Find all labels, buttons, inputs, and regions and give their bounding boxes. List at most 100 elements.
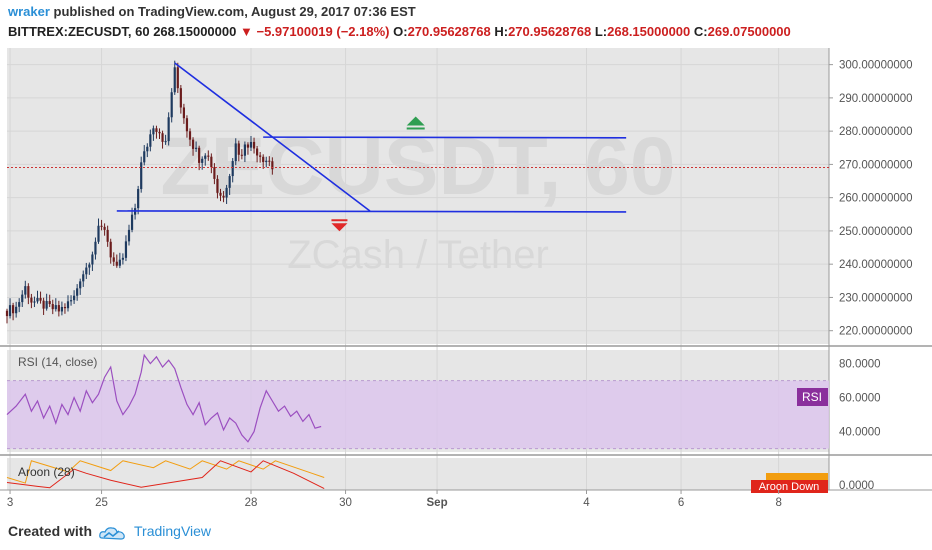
- candle-body: [179, 88, 182, 108]
- candle-body: [27, 286, 30, 298]
- published-text: published on TradingView.com, August 29,…: [53, 4, 416, 19]
- candle-body: [173, 67, 176, 93]
- candle-body: [97, 225, 100, 242]
- aroon-down-line: [6, 460, 325, 490]
- candle-body: [63, 306, 67, 309]
- candle-body: [121, 257, 124, 260]
- trendline: [263, 136, 627, 139]
- price-axis-label: 240.00000000: [839, 259, 913, 271]
- x-axis-label: 30: [339, 497, 352, 509]
- candle-body: [252, 141, 256, 149]
- candle-body: [140, 162, 143, 190]
- candle-body: [51, 304, 54, 310]
- tradingview-link[interactable]: TradingView: [134, 523, 212, 539]
- candle-body: [271, 161, 274, 170]
- candle-body: [246, 144, 250, 148]
- candle-body: [33, 301, 36, 303]
- chart-area[interactable]: ZECUSDT, 60 ZCash / Tether 220.00000000 230…: [0, 44, 932, 520]
- candle-body: [109, 241, 112, 258]
- candle-body: [36, 297, 39, 302]
- high-label: H:: [494, 24, 509, 39]
- candle-body: [225, 187, 228, 198]
- price-change: −5.97100019 (−2.18%): [256, 24, 390, 39]
- candle-body: [191, 139, 195, 149]
- candle-body: [262, 156, 265, 163]
- candle-body: [88, 264, 91, 268]
- price-pane-bg: [7, 48, 829, 344]
- candle-body: [48, 301, 51, 305]
- candle-body: [73, 295, 76, 301]
- candle-body: [106, 229, 109, 242]
- candle-body: [103, 226, 106, 230]
- watermark-symbol: ZECUSDT, 60: [161, 121, 676, 212]
- watermark-name: ZCash / Tether: [287, 233, 549, 277]
- candle-body: [152, 128, 155, 135]
- aroon-up-line: [6, 460, 325, 484]
- rsi-badge-bg: [797, 388, 828, 406]
- candle-body: [231, 161, 234, 177]
- candle-body: [185, 118, 189, 132]
- x-axis-label: Sep: [427, 497, 448, 509]
- candle-body: [240, 154, 243, 156]
- candle-body: [66, 301, 70, 309]
- author-link[interactable]: wraker: [8, 4, 50, 19]
- candle-body: [198, 147, 201, 163]
- candle-body: [30, 297, 33, 303]
- price-axis-label: 260.00000000: [839, 193, 913, 205]
- candle-body: [127, 229, 131, 242]
- candle-body: [164, 141, 167, 143]
- open-label: O:: [393, 24, 408, 39]
- candle-body: [249, 141, 253, 148]
- candle-body: [176, 67, 179, 89]
- price-axis-label: 250.00000000: [839, 226, 913, 238]
- candle-body: [60, 306, 63, 312]
- candle-body: [143, 151, 146, 163]
- candle-body: [115, 261, 118, 266]
- x-axis-label: 6: [678, 497, 684, 509]
- close-label: C:: [693, 24, 708, 39]
- candle-body: [57, 305, 60, 312]
- aroon-pane-bg: [7, 458, 829, 490]
- price-axis-label: 220.00000000: [839, 326, 913, 338]
- close-value: 269.07500000: [707, 24, 791, 39]
- down-arrow-icon: ▼: [239, 24, 253, 39]
- chart-svg[interactable]: ZECUSDT, 60 ZCash / Tether 220.00000000 230…: [0, 44, 932, 520]
- price-axis-label: 270.00000000: [839, 159, 913, 171]
- x-axis-label: 3: [7, 497, 13, 509]
- low-value: 268.15000000: [607, 24, 691, 39]
- created-with-label: Created with: [8, 523, 93, 539]
- candle-body: [137, 189, 140, 209]
- rsi-axis-label: 60.0000: [839, 393, 881, 405]
- candle-body: [170, 92, 173, 118]
- candle-body: [124, 241, 128, 258]
- aroon-down-badge-bg: [751, 480, 828, 493]
- candle-body: [100, 225, 103, 227]
- trendline: [116, 210, 627, 213]
- rsi-band: [7, 380, 829, 449]
- arrow-up-marker: [406, 116, 425, 130]
- symbol-line: BITTREX:ZECUSDT, 60 268.15000000 ▼ −5.97…: [8, 24, 791, 39]
- candle-body: [42, 300, 45, 309]
- symbol-label: BITTREX:ZECUSDT, 60: [8, 24, 150, 39]
- rsi-axis-label: 80.0000: [839, 359, 881, 371]
- x-axis-bg: [0, 490, 932, 520]
- publish-line: wraker published on TradingView.com, Aug…: [8, 4, 416, 19]
- candle-body: [237, 143, 240, 155]
- candle-body: [234, 143, 237, 162]
- candle-body: [259, 155, 262, 157]
- candle-body: [45, 301, 48, 309]
- candle-body: [265, 160, 268, 163]
- candle-body: [158, 131, 161, 134]
- candle-body: [204, 155, 207, 159]
- arrow-down-marker: [331, 219, 348, 232]
- chart-header: wraker published on TradingView.com, Aug…: [0, 0, 932, 44]
- candle-body: [268, 160, 271, 162]
- candle-body: [146, 146, 149, 152]
- candle-body: [195, 147, 198, 149]
- tradingview-cloud-icon: [99, 527, 125, 540]
- candle-body: [79, 281, 82, 289]
- candle-body: [222, 195, 225, 198]
- candle-body: [69, 300, 73, 302]
- aroon-axis-label: 0.0000: [839, 480, 874, 492]
- footer: Created with TradingView: [0, 520, 932, 550]
